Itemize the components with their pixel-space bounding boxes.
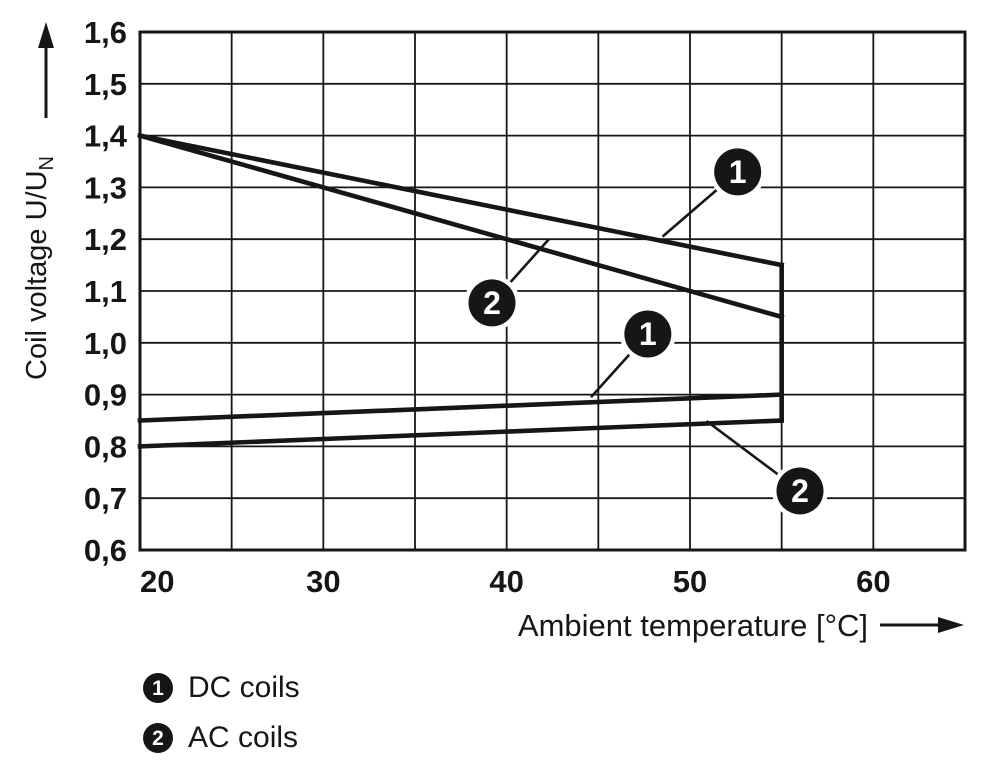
legend-number-badge: 2 — [143, 723, 173, 753]
series-line — [137, 132, 785, 268]
legend-item: 1 DC coils — [143, 666, 300, 710]
x-tick-labels: 20 30 40 50 60 — [140, 564, 891, 599]
legend-label: DC coils — [188, 671, 300, 704]
plot-frame — [138, 30, 967, 552]
y-tick-labels: 1,6 1,5 1,4 1,3 1,2 1,1 1,0 0,9 0,8 0,7 0,6 — [84, 15, 128, 568]
callout-number: 2 — [483, 285, 501, 321]
grid-lines — [139, 31, 966, 551]
legend-item: 2 AC coils — [143, 716, 300, 760]
chart-canvas: 1 2 1 2 20 30 40 50 60 1,6 1,5 1,4 1,3 1,2 1,1 1,0 0,9 0,… — [21, 15, 967, 643]
y-tick-label: 1,6 — [84, 15, 127, 50]
callout-circle — [714, 148, 762, 196]
callout-number: 2 — [791, 473, 809, 509]
x-tick-label: 60 — [856, 564, 890, 599]
x-tick-label: 30 — [306, 564, 340, 599]
callout-badges: 1 2 1 2 — [464, 143, 828, 519]
callout-number: 1 — [729, 154, 747, 190]
data-series — [137, 132, 785, 449]
callout-circle — [776, 467, 824, 515]
x-axis-title: Ambient temperature [°C] — [518, 608, 868, 643]
y-tick-label: 1,2 — [84, 222, 127, 257]
y-tick-label: 1,4 — [84, 119, 128, 154]
y-tick-label: 1,1 — [84, 274, 127, 309]
y-tick-label: 1,3 — [84, 170, 127, 205]
chart-legend: 1 DC coils 2 AC coils — [143, 666, 300, 760]
y-tick-label: 0,6 — [84, 533, 127, 568]
series-line — [137, 132, 785, 320]
x-tick-label: 50 — [673, 564, 707, 599]
callout-circle — [624, 310, 672, 358]
legend-number-badge: 1 — [143, 673, 173, 703]
y-axis-arrow-icon — [38, 22, 54, 48]
x-tick-label: 20 — [140, 564, 174, 599]
callout-number: 1 — [639, 316, 657, 352]
x-tick-label: 40 — [489, 564, 523, 599]
y-axis-title: Coil voltage U/UN — [21, 156, 58, 380]
x-axis-arrow-icon — [938, 617, 964, 633]
series-line — [137, 392, 785, 423]
y-tick-label: 0,9 — [84, 378, 127, 413]
y-tick-label: 1,0 — [84, 326, 127, 361]
callout-circle — [468, 279, 516, 327]
y-tick-label: 0,7 — [84, 481, 127, 516]
series-line — [137, 418, 785, 449]
legend-label: AC coils — [188, 721, 299, 754]
y-tick-label: 1,5 — [84, 67, 127, 102]
y-tick-label: 0,8 — [84, 429, 127, 464]
